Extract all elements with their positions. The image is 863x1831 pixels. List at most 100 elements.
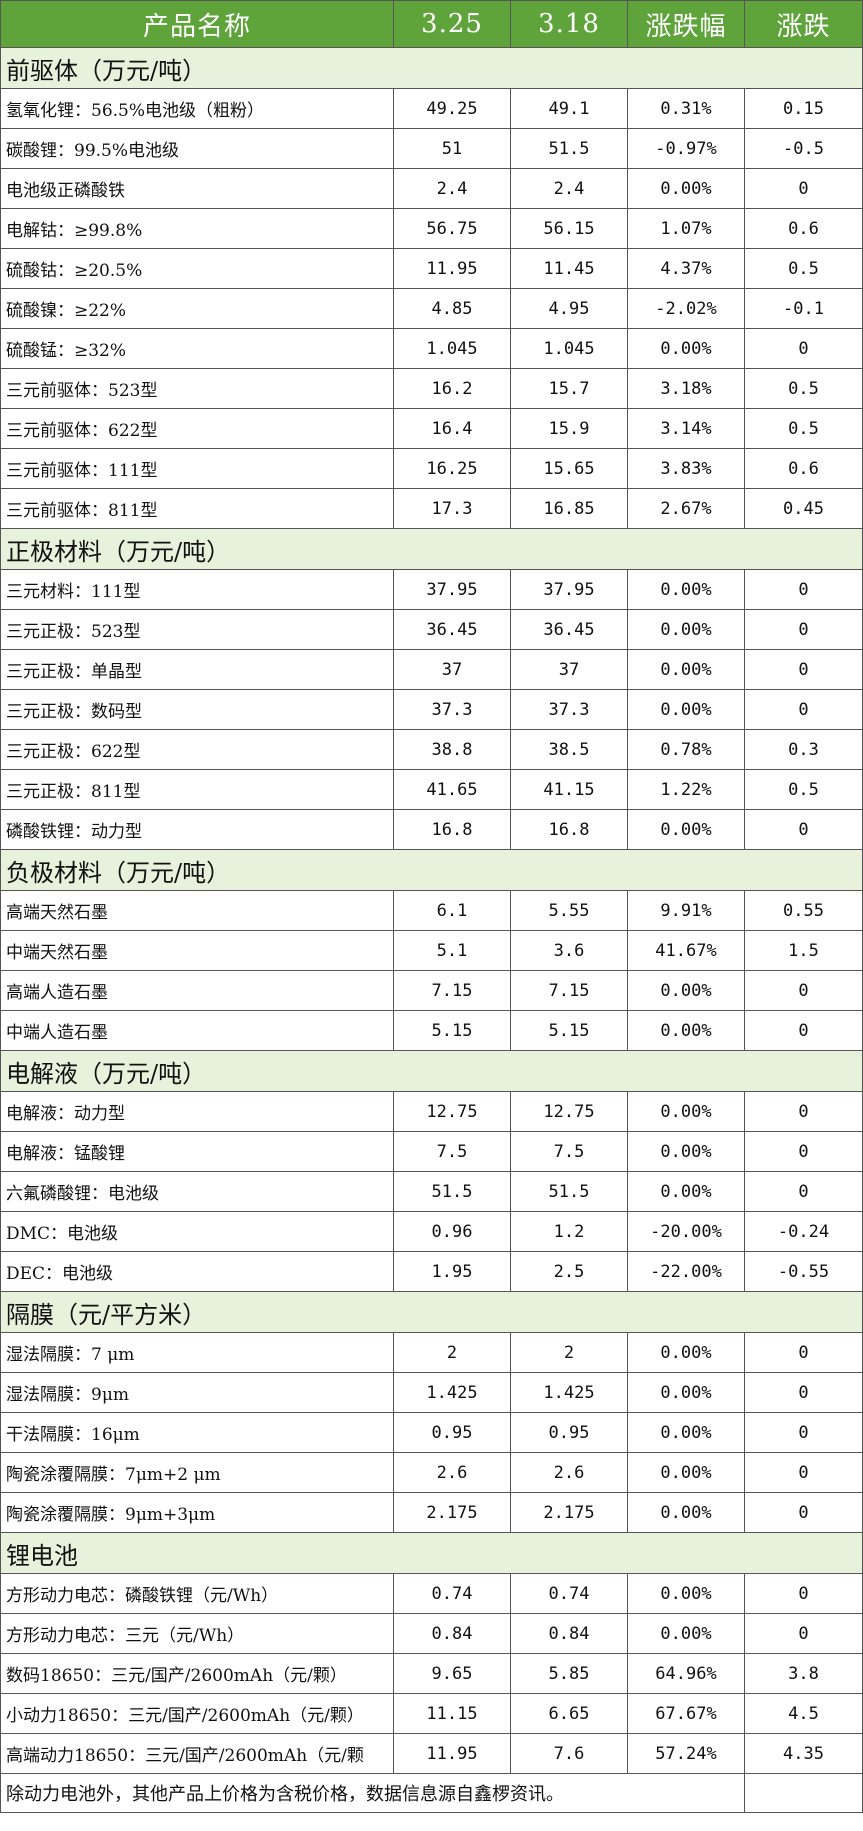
- price-previous-cell: 51.5: [510, 1171, 628, 1212]
- product-name-cell: 三元正极：811型: [0, 769, 394, 810]
- table-row: DMC：电池级 0.96 1.2 -20.00% -0.24: [0, 1211, 863, 1252]
- product-name-cell: DMC：电池级: [0, 1211, 394, 1252]
- change-pct-cell: -22.00%: [627, 1251, 745, 1292]
- product-name-cell: 碳酸锂：99.5%电池级: [0, 128, 394, 169]
- table-row: 三元正极：811型 41.65 41.15 1.22% 0.5: [0, 769, 863, 810]
- section-title: 负极材料（万元/吨）: [0, 849, 863, 891]
- table-row: 高端动力18650：三元/国产/2600mAh（元/颗 11.95 7.6 57.24…: [0, 1733, 863, 1774]
- product-name-cell: 三元材料：111型: [0, 569, 394, 610]
- product-name-cell: 六氟磷酸锂：电池级: [0, 1171, 394, 1212]
- change-pct-cell: 3.18%: [627, 368, 745, 409]
- change-cell: 0.6: [744, 208, 863, 249]
- change-pct-cell: 0.00%: [627, 1492, 745, 1533]
- table-row: 三元正极：单晶型 37 37 0.00% 0: [0, 649, 863, 690]
- section-row: 负极材料（万元/吨）: [0, 849, 863, 891]
- table-row: 陶瓷涂覆隔膜：9μm+3μm 2.175 2.175 0.00% 0: [0, 1492, 863, 1533]
- section-title: 锂电池: [0, 1532, 863, 1574]
- change-cell: 0: [744, 1131, 863, 1172]
- product-name-cell: 中端天然石墨: [0, 930, 394, 971]
- price-previous-cell: 56.15: [510, 208, 628, 249]
- product-name-cell: 高端动力18650：三元/国产/2600mAh（元/颗: [0, 1733, 394, 1774]
- price-previous-cell: 2.4: [510, 168, 628, 209]
- change-pct-cell: 0.00%: [627, 649, 745, 690]
- table-row: 三元前驱体：811型 17.3 16.85 2.67% 0.45: [0, 488, 863, 529]
- table-row: 高端天然石墨 6.1 5.55 9.91% 0.55: [0, 890, 863, 931]
- price-current-cell: 0.96: [393, 1211, 511, 1252]
- table-row: 干法隔膜：16μm 0.95 0.95 0.00% 0: [0, 1412, 863, 1453]
- change-cell: 0.3: [744, 729, 863, 770]
- change-cell: 0: [744, 1372, 863, 1413]
- price-current-cell: 49.25: [393, 88, 511, 129]
- product-name-cell: 电池级正磷酸铁: [0, 168, 394, 209]
- price-current-cell: 5.1: [393, 930, 511, 971]
- price-previous-cell: 11.45: [510, 248, 628, 289]
- product-name-cell: 高端人造石墨: [0, 970, 394, 1011]
- price-current-cell: 36.45: [393, 609, 511, 650]
- price-previous-cell: 1.2: [510, 1211, 628, 1252]
- price-previous-cell: 2.6: [510, 1452, 628, 1493]
- table-row: 湿法隔膜：7 μm 2 2 0.00% 0: [0, 1332, 863, 1373]
- price-previous-cell: 37: [510, 649, 628, 690]
- table-row: 三元正极：数码型 37.3 37.3 0.00% 0: [0, 689, 863, 730]
- change-cell: -0.55: [744, 1251, 863, 1292]
- change-pct-cell: 0.00%: [627, 609, 745, 650]
- section-title: 正极材料（万元/吨）: [0, 528, 863, 570]
- change-cell: 0: [744, 609, 863, 650]
- price-previous-cell: 6.65: [510, 1693, 628, 1734]
- price-previous-cell: 7.5: [510, 1131, 628, 1172]
- change-pct-cell: 57.24%: [627, 1733, 745, 1774]
- price-current-cell: 37.3: [393, 689, 511, 730]
- price-previous-cell: 5.85: [510, 1653, 628, 1694]
- change-pct-cell: 0.00%: [627, 689, 745, 730]
- section-title: 前驱体（万元/吨）: [0, 47, 863, 89]
- product-name-cell: 湿法隔膜：7 μm: [0, 1332, 394, 1373]
- price-current-cell: 11.15: [393, 1693, 511, 1734]
- price-previous-cell: 38.5: [510, 729, 628, 770]
- price-previous-cell: 1.425: [510, 1372, 628, 1413]
- price-current-cell: 0.84: [393, 1613, 511, 1654]
- price-current-cell: 6.1: [393, 890, 511, 931]
- header-product-name: 产品名称: [0, 0, 394, 48]
- price-current-cell: 0.95: [393, 1412, 511, 1453]
- change-cell: 4.35: [744, 1733, 863, 1774]
- price-current-cell: 4.85: [393, 288, 511, 329]
- price-previous-cell: 7.6: [510, 1733, 628, 1774]
- change-cell: 0: [744, 689, 863, 730]
- price-previous-cell: 37.95: [510, 569, 628, 610]
- change-pct-cell: 0.00%: [627, 1332, 745, 1373]
- product-name-cell: 三元正极：数码型: [0, 689, 394, 730]
- product-name-cell: 陶瓷涂覆隔膜：9μm+3μm: [0, 1492, 394, 1533]
- price-current-cell: 16.4: [393, 408, 511, 449]
- change-pct-cell: 0.00%: [627, 328, 745, 369]
- change-cell: 0.45: [744, 488, 863, 529]
- section-row: 前驱体（万元/吨）: [0, 47, 863, 89]
- price-current-cell: 1.045: [393, 328, 511, 369]
- section-row: 正极材料（万元/吨）: [0, 528, 863, 570]
- table-row: 氢氧化锂：56.5%电池级（粗粉） 49.25 49.1 0.31% 0.15: [0, 88, 863, 129]
- table-row: 方形动力电芯：磷酸铁锂（元/Wh） 0.74 0.74 0.00% 0: [0, 1573, 863, 1614]
- price-current-cell: 16.25: [393, 448, 511, 489]
- change-cell: 1.5: [744, 930, 863, 971]
- product-name-cell: 三元正极：单晶型: [0, 649, 394, 690]
- table-row: 电池级正磷酸铁 2.4 2.4 0.00% 0: [0, 168, 863, 209]
- change-cell: 0: [744, 809, 863, 850]
- price-previous-cell: 15.9: [510, 408, 628, 449]
- price-current-cell: 2.4: [393, 168, 511, 209]
- change-pct-cell: 0.00%: [627, 1372, 745, 1413]
- product-name-cell: 三元正极：622型: [0, 729, 394, 770]
- price-previous-cell: 1.045: [510, 328, 628, 369]
- price-current-cell: 2.6: [393, 1452, 511, 1493]
- change-cell: 3.8: [744, 1653, 863, 1694]
- change-pct-cell: 0.00%: [627, 168, 745, 209]
- change-cell: 0: [744, 168, 863, 209]
- price-current-cell: 7.15: [393, 970, 511, 1011]
- product-name-cell: 硫酸镍：≥22%: [0, 288, 394, 329]
- price-current-cell: 37.95: [393, 569, 511, 610]
- change-pct-cell: 0.78%: [627, 729, 745, 770]
- table-row: 方形动力电芯：三元（元/Wh） 0.84 0.84 0.00% 0: [0, 1613, 863, 1654]
- change-pct-cell: 64.96%: [627, 1653, 745, 1694]
- change-pct-cell: 0.00%: [627, 1452, 745, 1493]
- product-name-cell: 三元前驱体：811型: [0, 488, 394, 529]
- product-name-cell: 数码18650：三元/国产/2600mAh（元/颗）: [0, 1653, 394, 1694]
- price-previous-cell: 36.45: [510, 609, 628, 650]
